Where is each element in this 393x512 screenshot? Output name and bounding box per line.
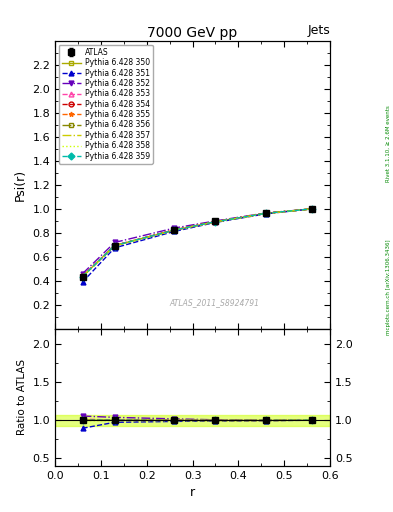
Pythia 6.428 358 <box>80 274 85 280</box>
Pythia 6.428 359 <box>80 273 85 280</box>
Pythia 6.428 352 <box>264 210 268 216</box>
Line: Pythia 6.428 356: Pythia 6.428 356 <box>80 206 314 279</box>
Pythia 6.428 351 <box>112 245 117 251</box>
Pythia 6.428 352 <box>172 225 176 231</box>
Text: Jets: Jets <box>307 24 330 37</box>
Pythia 6.428 357 <box>172 227 176 233</box>
Pythia 6.428 356 <box>172 227 176 233</box>
Pythia 6.428 353 <box>112 242 117 248</box>
Pythia 6.428 352 <box>213 218 218 224</box>
Pythia 6.428 357 <box>309 206 314 212</box>
Pythia 6.428 354 <box>112 243 117 249</box>
X-axis label: r: r <box>190 486 195 499</box>
Y-axis label: Ratio to ATLAS: Ratio to ATLAS <box>17 359 27 435</box>
Pythia 6.428 359 <box>309 206 314 212</box>
Pythia 6.428 353 <box>80 273 85 279</box>
Bar <box>55 415 330 425</box>
Pythia 6.428 353 <box>309 206 314 212</box>
Pythia 6.428 359 <box>172 227 176 233</box>
Text: mcplots.cern.ch [arXiv:1306.3436]: mcplots.cern.ch [arXiv:1306.3436] <box>386 239 391 334</box>
Pythia 6.428 351 <box>213 219 218 225</box>
Pythia 6.428 352 <box>309 206 314 212</box>
Line: Pythia 6.428 350: Pythia 6.428 350 <box>80 206 314 279</box>
Pythia 6.428 354 <box>309 206 314 212</box>
Line: Pythia 6.428 353: Pythia 6.428 353 <box>80 206 314 278</box>
Pythia 6.428 352 <box>112 240 117 246</box>
Pythia 6.428 356 <box>112 243 117 249</box>
Pythia 6.428 353 <box>172 227 176 233</box>
Line: Pythia 6.428 352: Pythia 6.428 352 <box>80 206 314 276</box>
Line: Pythia 6.428 357: Pythia 6.428 357 <box>83 209 312 276</box>
Pythia 6.428 351 <box>309 206 314 212</box>
Pythia 6.428 350 <box>172 227 176 233</box>
Pythia 6.428 358 <box>112 243 117 249</box>
Pythia 6.428 355 <box>309 206 314 212</box>
Pythia 6.428 351 <box>80 279 85 285</box>
Pythia 6.428 359 <box>213 219 218 225</box>
Pythia 6.428 351 <box>172 228 176 234</box>
Pythia 6.428 358 <box>309 206 314 212</box>
Pythia 6.428 356 <box>213 219 218 225</box>
Pythia 6.428 358 <box>213 219 218 225</box>
Pythia 6.428 355 <box>264 210 268 217</box>
Pythia 6.428 357 <box>112 243 117 249</box>
Legend: ATLAS, Pythia 6.428 350, Pythia 6.428 351, Pythia 6.428 352, Pythia 6.428 353, P: ATLAS, Pythia 6.428 350, Pythia 6.428 35… <box>59 45 153 164</box>
Title: 7000 GeV pp: 7000 GeV pp <box>147 26 238 40</box>
Pythia 6.428 353 <box>213 219 218 225</box>
Pythia 6.428 359 <box>264 210 268 217</box>
Pythia 6.428 355 <box>213 219 218 225</box>
Pythia 6.428 358 <box>264 210 268 217</box>
Pythia 6.428 351 <box>264 211 268 217</box>
Line: Pythia 6.428 358: Pythia 6.428 358 <box>83 209 312 277</box>
Pythia 6.428 354 <box>172 227 176 233</box>
Pythia 6.428 354 <box>80 273 85 280</box>
Y-axis label: Psi(r): Psi(r) <box>14 169 27 201</box>
Pythia 6.428 355 <box>112 243 117 249</box>
Line: Pythia 6.428 351: Pythia 6.428 351 <box>80 206 314 285</box>
Pythia 6.428 357 <box>80 273 85 280</box>
Pythia 6.428 350 <box>309 206 314 212</box>
Text: Rivet 3.1.10, ≥ 2.6M events: Rivet 3.1.10, ≥ 2.6M events <box>386 105 391 182</box>
Line: Pythia 6.428 355: Pythia 6.428 355 <box>80 206 314 279</box>
Pythia 6.428 357 <box>213 219 218 225</box>
Pythia 6.428 359 <box>112 243 117 249</box>
Pythia 6.428 354 <box>264 210 268 217</box>
Line: Pythia 6.428 359: Pythia 6.428 359 <box>80 206 314 279</box>
Pythia 6.428 354 <box>213 219 218 225</box>
Text: ATLAS_2011_S8924791: ATLAS_2011_S8924791 <box>169 298 260 307</box>
Pythia 6.428 357 <box>264 210 268 217</box>
Pythia 6.428 356 <box>80 273 85 280</box>
Line: Pythia 6.428 354: Pythia 6.428 354 <box>80 206 314 279</box>
Pythia 6.428 355 <box>80 273 85 280</box>
Pythia 6.428 352 <box>80 270 85 276</box>
Pythia 6.428 355 <box>172 227 176 233</box>
Pythia 6.428 350 <box>112 242 117 248</box>
Pythia 6.428 350 <box>264 210 268 217</box>
Pythia 6.428 356 <box>309 206 314 212</box>
Pythia 6.428 358 <box>172 227 176 233</box>
Pythia 6.428 353 <box>264 210 268 217</box>
Pythia 6.428 350 <box>213 219 218 225</box>
Pythia 6.428 350 <box>80 273 85 280</box>
Pythia 6.428 356 <box>264 210 268 217</box>
